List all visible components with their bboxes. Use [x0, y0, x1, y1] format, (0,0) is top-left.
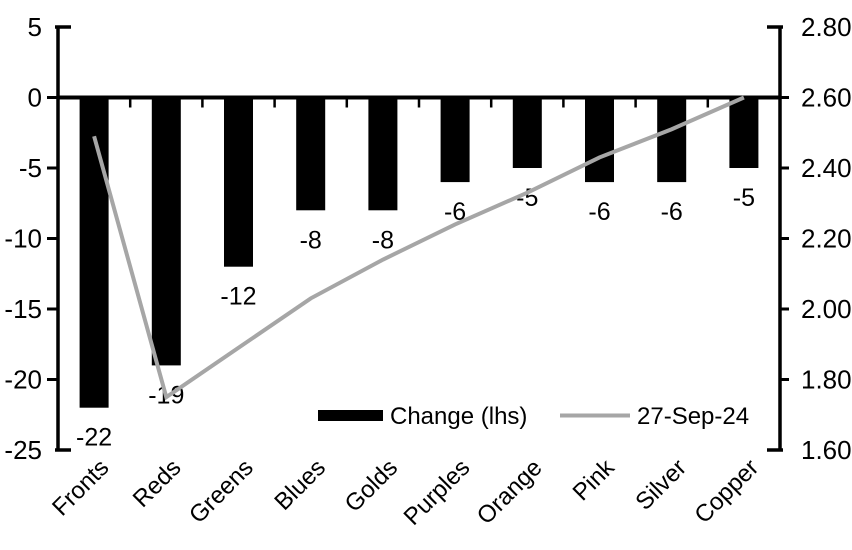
legend-bar-label: Change (lhs): [390, 403, 527, 430]
bar-label-greens: -12: [220, 283, 256, 311]
legend-bar-swatch: [318, 410, 383, 421]
bar-reds: [151, 97, 181, 366]
bar-label-golds: -8: [372, 226, 394, 254]
bar-label-pink: -6: [588, 198, 610, 226]
bar-silver: [657, 97, 687, 183]
right-axis-label-2.20: 2.20: [801, 224, 852, 254]
left-axis-label-5: 5: [28, 12, 42, 42]
right-axis-label-2.40: 2.40: [801, 153, 852, 183]
bar-greens: [224, 97, 253, 267]
bar-pink: [585, 97, 614, 183]
line-series-27-sep-24: [92, 95, 745, 401]
left-axis-label--25: -25: [4, 435, 42, 465]
left-axis-label--15: -15: [4, 294, 42, 324]
bar-purples: [440, 97, 470, 183]
bar-golds: [368, 97, 398, 211]
left-axis-label--10: -10: [4, 224, 42, 254]
right-axis-label-1.80: 1.80: [801, 365, 852, 395]
legend-line-label: 27-Sep-24: [637, 403, 749, 430]
bar-label-silver: -6: [661, 198, 683, 226]
left-axis-label--20: -20: [4, 365, 42, 395]
right-axis-label-2.60: 2.60: [801, 83, 852, 113]
left-axis-label--5: -5: [19, 153, 42, 183]
bar-label-fronts: -22: [76, 424, 112, 452]
bar-fronts: [79, 97, 109, 408]
right-axis-label-2.00: 2.00: [801, 294, 852, 324]
right-axis-label-1.60: 1.60: [801, 435, 852, 465]
bar-label-purples: -6: [444, 198, 466, 226]
bar-orange: [512, 97, 542, 168]
bar-label-blues: -8: [300, 226, 322, 254]
bar-copper: [729, 97, 759, 168]
bar-label-copper: -5: [733, 184, 755, 212]
right-axis-label-2.80: 2.80: [801, 12, 852, 42]
left-axis-label-0: 0: [28, 83, 42, 113]
bar-blues: [296, 97, 326, 211]
